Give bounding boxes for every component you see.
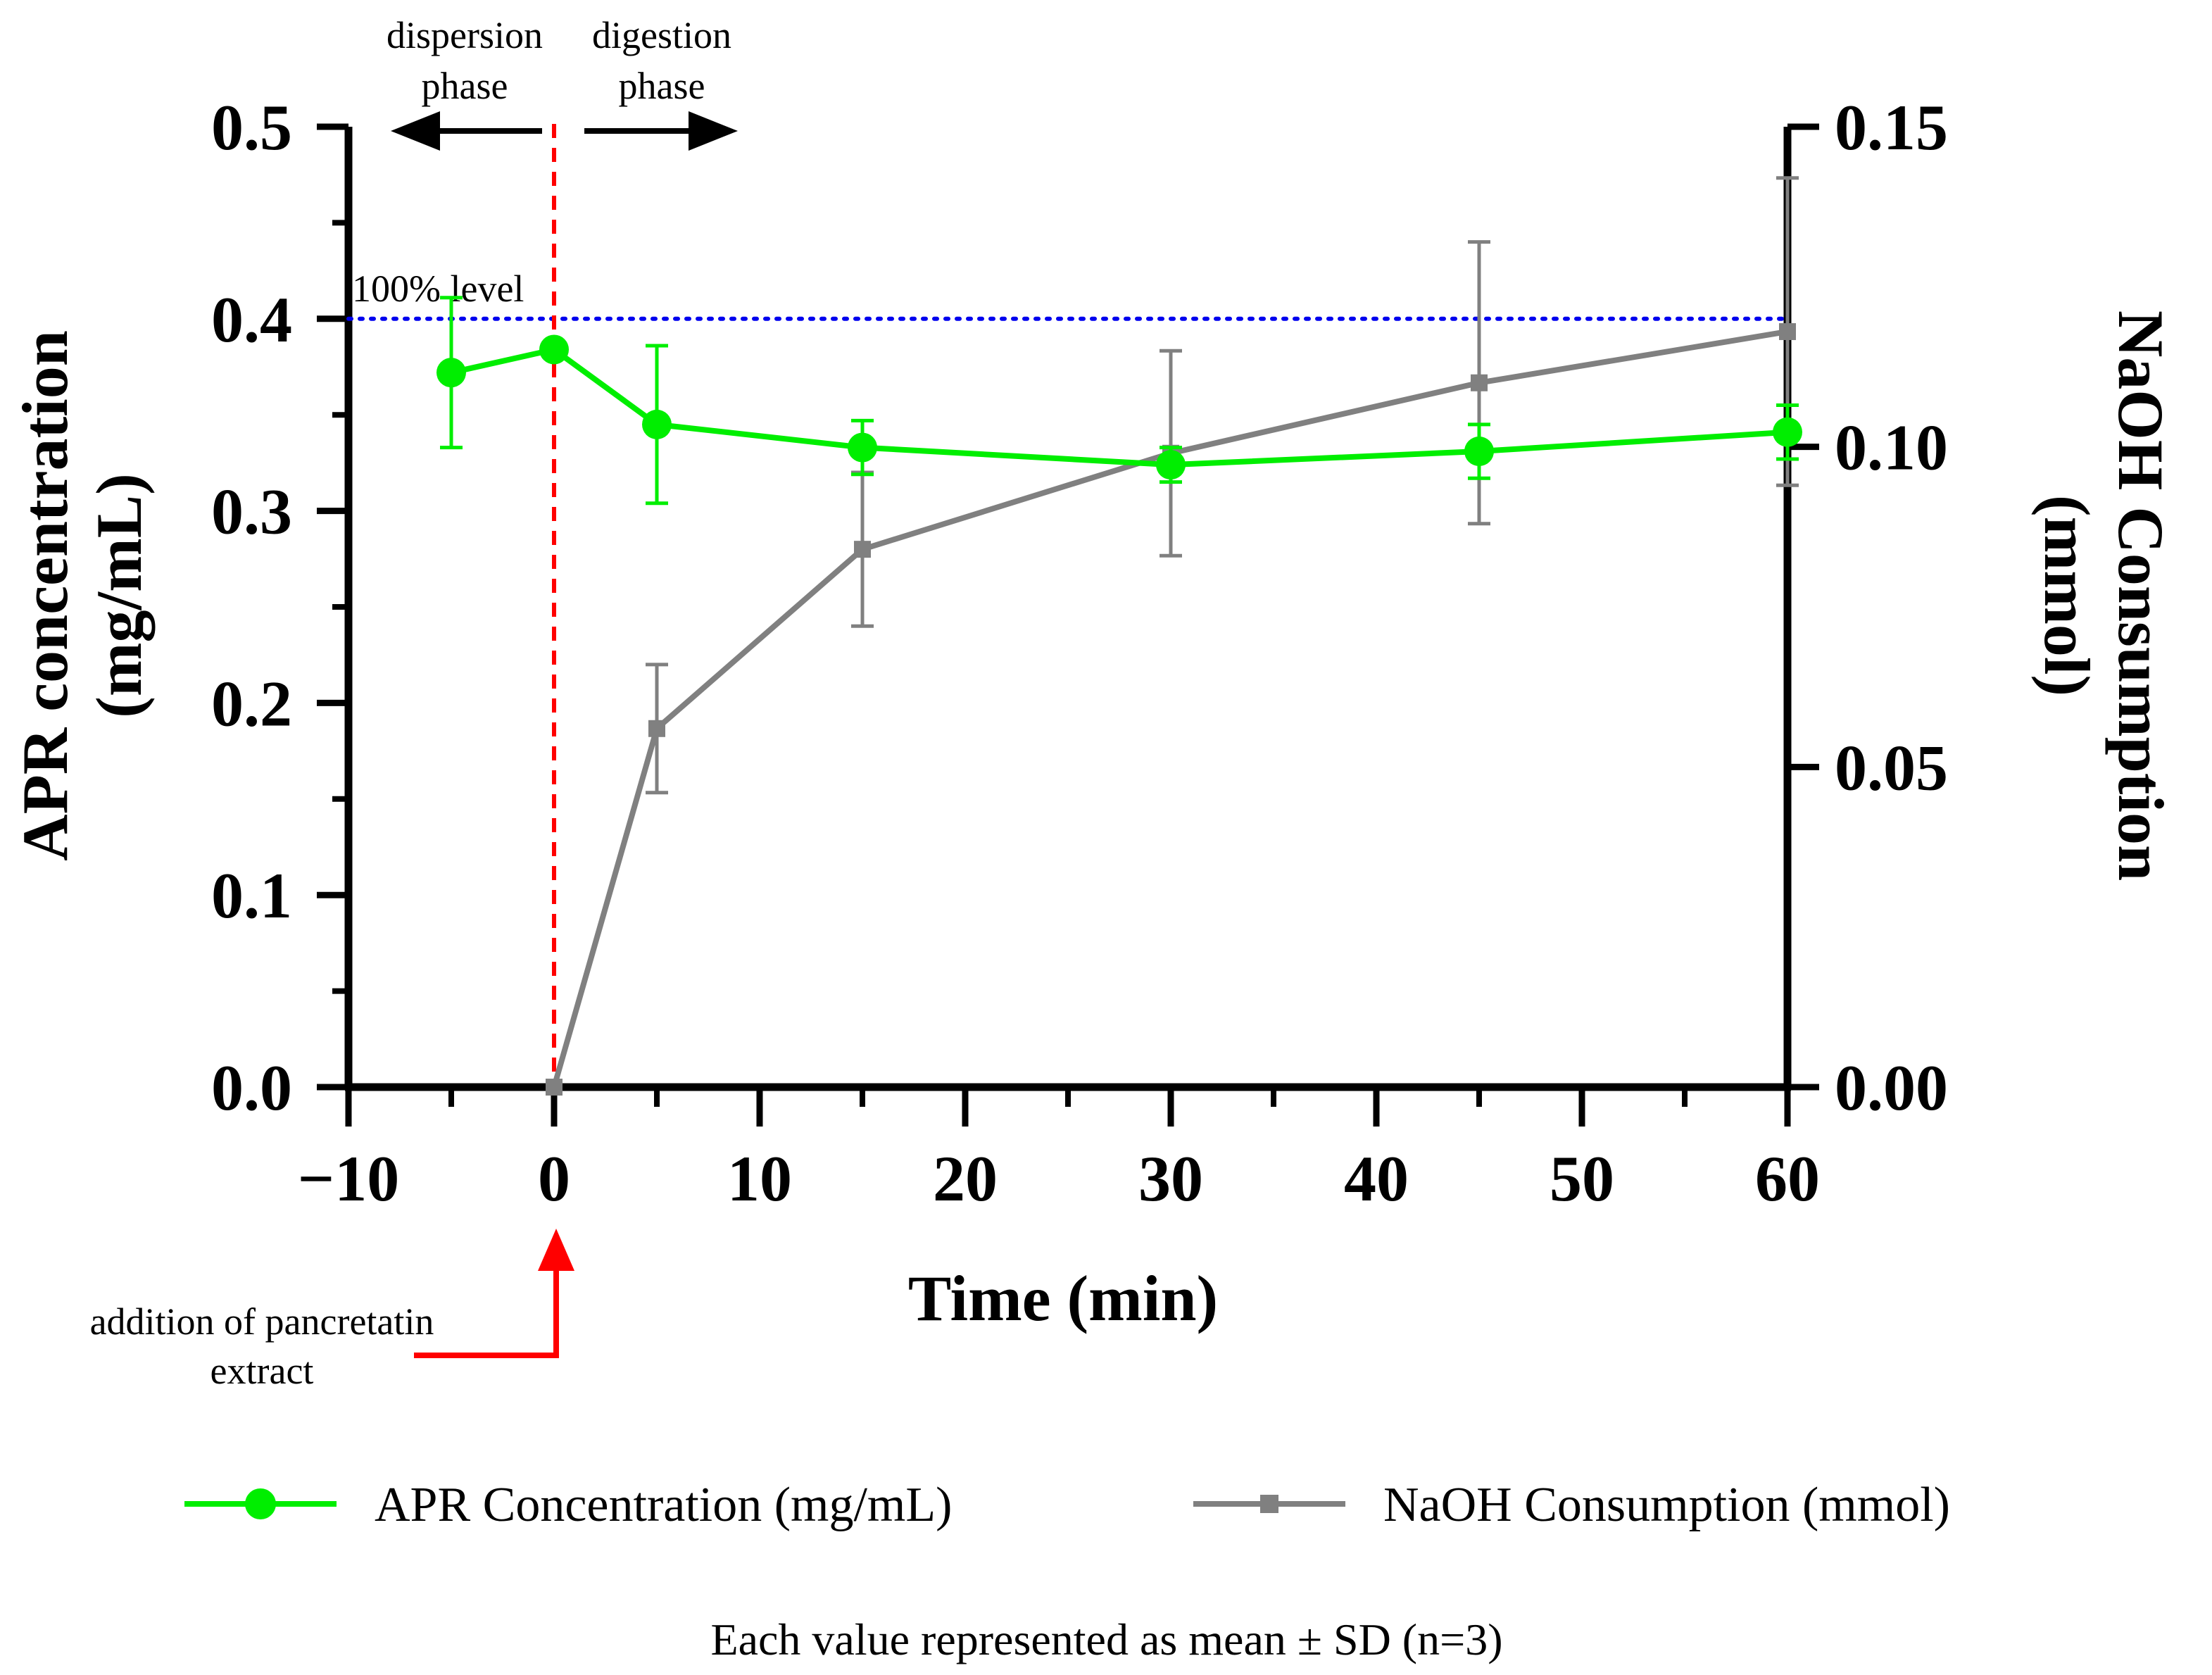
- y2-tick-label: 0.10: [1835, 412, 1948, 484]
- ticks: [317, 123, 1819, 1127]
- legend-apr-marker: [245, 1488, 276, 1519]
- addition-label-line1: addition of pancretatin: [90, 1300, 434, 1343]
- legend-naoh-marker: [1260, 1495, 1278, 1513]
- y-tick-label: 0.5: [211, 92, 292, 163]
- y2-tick-label: 0.00: [1835, 1052, 1948, 1124]
- x-tick-label: 60: [1755, 1143, 1820, 1215]
- x-tick-label: 30: [1138, 1143, 1203, 1215]
- dispersion-phase-annotation: dispersion phase: [387, 14, 543, 151]
- y-tick-label: 0.0: [211, 1052, 292, 1124]
- digestion-arrow-head: [689, 111, 738, 151]
- y-tick-label: 0.2: [211, 667, 292, 739]
- x-tick-label: 10: [727, 1143, 792, 1215]
- addition-label-line2: extract: [210, 1350, 314, 1392]
- series-apr-concentration: [436, 296, 1802, 506]
- y-axis-title-line1: APR concentration: [9, 330, 81, 861]
- y2-tick-label: 0.05: [1835, 732, 1948, 803]
- y2-axis-title-line1: NaOH Consumption: [2105, 310, 2177, 881]
- y-axis-title-line2: (mg/mL): [83, 473, 155, 717]
- data-point: [1464, 437, 1494, 467]
- y-tick-label: 0.4: [211, 284, 292, 356]
- data-point: [1773, 417, 1802, 447]
- x-tick-label: 50: [1550, 1143, 1614, 1215]
- data-point: [436, 358, 466, 388]
- footer-note: Each value represented as mean ± SD (n=3…: [711, 1614, 1503, 1664]
- legend-naoh-label: NaOH Consumption (mmol): [1383, 1478, 1950, 1532]
- x-tick-label: 40: [1344, 1143, 1409, 1215]
- data-point: [854, 541, 871, 558]
- digestion-phase-annotation: digestion phase: [584, 14, 738, 151]
- x-tick-label: −10: [298, 1143, 399, 1215]
- data-point: [648, 720, 665, 737]
- tick-labels: 0.0 0.1 0.2 0.3 0.4 0.5 0.00 0.05 0.10 0.15 −10 0 10…: [211, 92, 1948, 1215]
- x-axis-title: Time (min): [908, 1262, 1218, 1334]
- data-point: [1156, 450, 1186, 480]
- x-tick-label: 20: [933, 1143, 998, 1215]
- legend: APR Concentration (mg/mL) NaOH Consumpti…: [184, 1478, 1950, 1532]
- addition-arrow: [414, 1264, 559, 1358]
- series-layer: [436, 176, 1802, 1096]
- data-point: [1779, 322, 1796, 340]
- addition-annotation: addition of pancretatin extract: [90, 1229, 574, 1392]
- y-tick-label: 0.3: [211, 476, 292, 548]
- y2-axis-title-line2: (mmol): [2031, 495, 2103, 696]
- data-point: [539, 334, 569, 365]
- dispersion-arrow-head: [391, 111, 440, 151]
- addition-arrow-head: [538, 1229, 574, 1271]
- series-naoh-consumption: [546, 176, 1799, 1096]
- legend-apr-label: APR Concentration (mg/mL): [375, 1478, 952, 1532]
- digestion-label-line2: phase: [619, 65, 705, 107]
- series-line: [551, 329, 1788, 1089]
- y2-tick-label: 0.15: [1835, 92, 1948, 163]
- digestion-label-line1: digestion: [592, 14, 731, 56]
- axes: [344, 127, 1792, 1091]
- reference-line-label: 100% level: [352, 268, 524, 310]
- data-point: [642, 409, 672, 439]
- dispersion-label-line1: dispersion: [387, 14, 543, 56]
- x-tick-label: 0: [538, 1143, 570, 1215]
- y-tick-label: 0.1: [211, 860, 292, 931]
- dispersion-label-line2: phase: [422, 65, 508, 107]
- data-point: [546, 1079, 563, 1096]
- data-point: [1471, 374, 1488, 391]
- data-point: [848, 432, 877, 463]
